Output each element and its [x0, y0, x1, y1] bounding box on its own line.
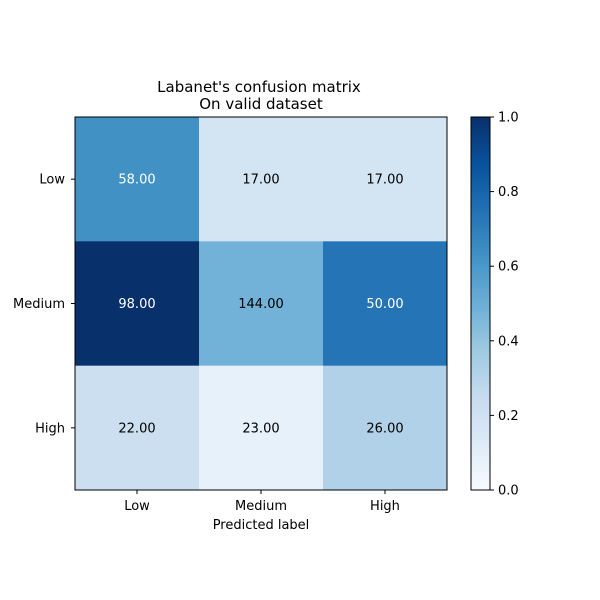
colorbar-tick-label: 0.6	[498, 260, 519, 275]
heatmap-cell	[199, 241, 324, 367]
chart-subtitle: On valid dataset	[199, 95, 323, 113]
heatmap-cell	[199, 117, 324, 242]
cell-value-label: 23.00	[242, 421, 279, 436]
y-tick-label: Low	[39, 173, 65, 188]
cell-value-label: 17.00	[366, 173, 403, 188]
colorbar	[470, 116, 491, 491]
heatmap-cell	[75, 117, 200, 242]
colorbar-tick-label: 1.0	[498, 111, 519, 126]
cell-value-label: 17.00	[242, 173, 279, 188]
colorbar-tick-label: 0.8	[498, 185, 519, 200]
y-tick-label: High	[35, 421, 65, 436]
heatmap-cell	[199, 365, 324, 491]
cell-value-label: 58.00	[118, 173, 155, 188]
heatmap-cell	[323, 117, 448, 242]
heatmap-cell	[75, 241, 200, 367]
cell-value-label: 22.00	[118, 421, 155, 436]
heatmap-cells	[75, 117, 448, 491]
cell-value-label: 50.00	[366, 297, 403, 312]
heatmap-cell	[75, 365, 200, 491]
heatmap-cell	[323, 241, 448, 367]
x-tick-label: Medium	[235, 499, 287, 514]
chart-title: Labanet's confusion matrix	[157, 78, 361, 96]
cell-value-label: 98.00	[118, 297, 155, 312]
y-tick-label: Medium	[13, 297, 65, 312]
x-tick-label: High	[370, 499, 400, 514]
colorbar-tick-label: 0.0	[498, 484, 519, 499]
cell-value-label: 144.00	[238, 297, 284, 312]
x-tick-label: Low	[124, 499, 150, 514]
heatmap-cell	[323, 365, 448, 491]
heatmap-cell-labels: 58.00 17.00 17.00 98.00 144.00 50.00 22.00 23.0…	[118, 173, 403, 437]
colorbar-tick-label: 0.4	[498, 334, 519, 349]
cell-value-label: 26.00	[366, 421, 403, 436]
y-axis-ticks: Low Medium High	[13, 173, 75, 436]
x-axis-label: Predicted label	[213, 518, 310, 533]
colorbar-ticks: 0.0 0.2 0.4 0.6 0.8 1.0	[490, 111, 519, 499]
colorbar-tick-label: 0.2	[498, 409, 519, 424]
x-axis-ticks: Low Medium High	[124, 490, 400, 514]
